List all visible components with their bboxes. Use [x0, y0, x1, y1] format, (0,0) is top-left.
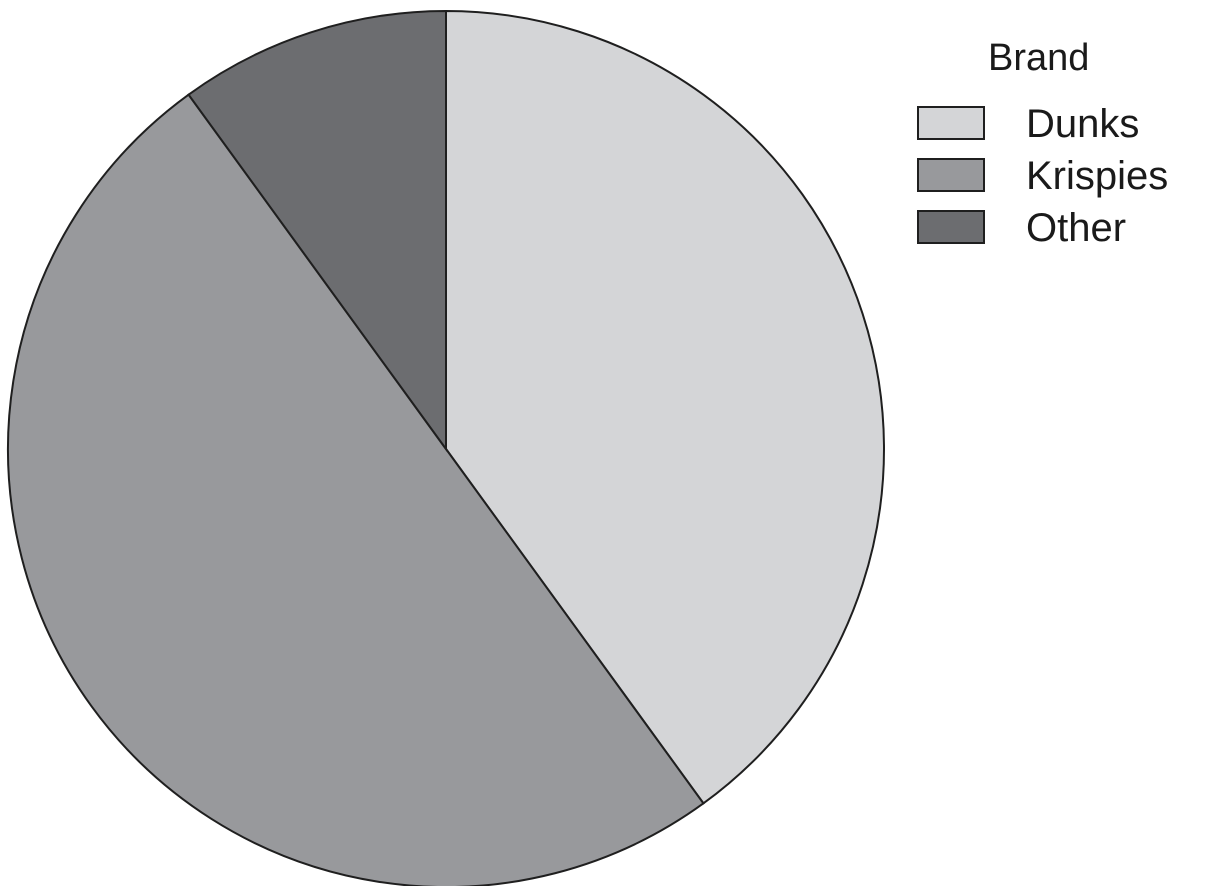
pie-slices: [7, 9, 886, 886]
legend-title: Brand: [988, 37, 1089, 79]
legend-swatch-other: [917, 210, 985, 244]
legend-label-dunks: Dunks: [1026, 102, 1139, 146]
legend-swatch-krispies: [917, 158, 985, 192]
pie-slice-dunks: [445, 9, 886, 805]
legend-items: Dunks Krispies Other: [917, 102, 1168, 250]
legend-swatch-dunks: [917, 106, 985, 140]
pie-slice-krispies: [7, 93, 705, 886]
legend-label-other: Other: [1026, 206, 1126, 250]
legend-label-krispies: Krispies: [1026, 154, 1168, 198]
pie-slice-other: [187, 9, 447, 453]
legend: Brand Dunks Krispies Other: [917, 37, 1168, 250]
